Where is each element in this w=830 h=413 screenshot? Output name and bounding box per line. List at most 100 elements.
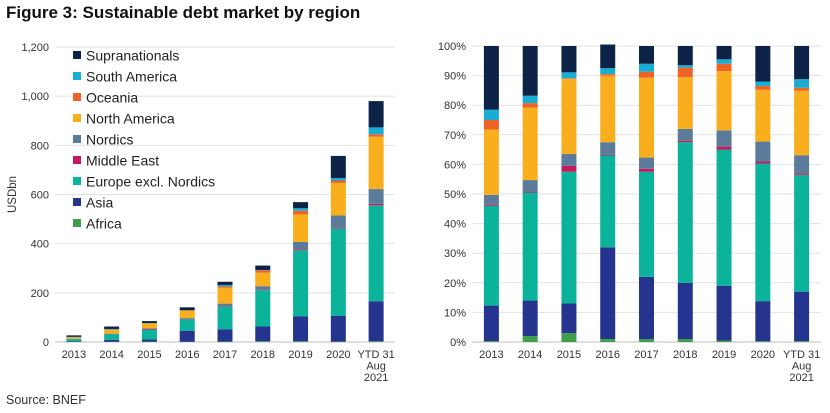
bar-segment-middle-east [561,165,577,172]
bar-segment-middle-east [330,227,346,229]
bar-segment-north-america [179,310,195,319]
bar-segment-south-america [293,208,309,211]
bar-segment-europe-excl-nordics [600,155,616,248]
bar-segment-africa [293,341,309,342]
bar-segment-nordics [561,154,577,166]
bar-segment-asia [600,247,616,340]
x-tick-label: Aug [792,361,812,373]
legend-label-middle-east: Middle East [86,153,159,169]
bar-segment-africa [561,333,577,342]
bar-segment-middle-east [716,146,732,150]
bar-segment-asia [66,341,82,342]
x-tick-label: 2017 [634,349,658,361]
legend-swatch-oceania [73,93,81,101]
bar-segment-nordics [368,189,384,204]
bar-segment-supranationals [794,46,810,80]
x-tick-label: 2016 [175,349,199,361]
x-tick-label: 2016 [595,349,619,361]
bar-segment-oceania [600,74,616,76]
bar-segment-europe-excl-nordics [368,205,384,302]
y-tick-label: 400 [31,239,49,251]
bar-segment-supranationals [104,326,120,329]
bar-segment-middle-east [368,203,384,206]
bar-segment-asia [483,305,499,342]
x-tick-label: 2013 [62,349,86,361]
bar-segment-supranationals [522,46,538,96]
x-tick-label: 2013 [479,349,503,361]
bar-segment-asia [561,303,577,334]
bar-segment-south-america [522,95,538,104]
bar-segment-supranationals [561,46,577,73]
bar-segment-north-america [794,90,810,156]
bar-segment-north-america [522,107,538,181]
left-chart-absolute: 0 200 400 600 800 1,000 1,200 USDbn 2013 2014 2015… [7,42,395,384]
bar-segment-asia [330,315,346,342]
bar-segment-asia [255,326,271,342]
bar-segment-middle-east [293,249,309,251]
legend-label-oceania: Oceania [86,90,138,106]
bar-segment-north-america [639,77,654,158]
bar-segment-south-america [600,68,616,75]
bar-segment-nordics [755,141,771,162]
bar-segment-oceania [293,210,309,215]
bar-segment-asia [677,282,693,340]
y-tick-label: 1,200 [21,42,49,54]
bar-segment-north-america [66,337,82,339]
bar-segment-south-america [639,63,654,72]
bar-segment-asia [217,329,233,342]
bar-segment-south-america [483,109,499,120]
bar-segment-north-america [141,323,157,329]
bar-segment-asia [141,339,157,342]
x-tick-label: 2014 [518,349,542,361]
bar-segment-supranationals [368,101,384,128]
bar-segment-supranationals [66,335,82,337]
bar-segment-nordics [522,180,538,192]
bar-segment-africa [483,341,499,342]
bar-segment-africa [368,341,384,342]
x-tick-label: 2020 [751,349,775,361]
bar-segment-europe-excl-nordics [293,250,309,317]
bar-segment-north-america [293,214,309,242]
source-note: Source: BNEF [6,393,86,407]
bar-segment-oceania [677,67,693,78]
bar-segment-nordics [217,303,233,307]
bar-segment-middle-east [677,140,693,143]
bar-segment-supranationals [716,46,732,60]
bar-segment-asia [522,300,538,337]
legend-swatch-south-america [73,72,81,80]
x-tick-label: 2020 [326,349,350,361]
bar-segment-supranationals [483,46,499,110]
bar-segment-oceania [217,286,233,288]
bar-segment-africa [794,341,810,342]
bar-segment-nordics [639,157,654,169]
bar-segment-nordics [141,328,157,330]
bar-segment-europe-excl-nordics [483,205,499,306]
legend-label-north-america: North America [86,111,175,127]
bar-segment-nordics [330,215,346,228]
bar-segment-south-america [330,178,346,181]
x-tick-label: YTD 31 [357,349,394,361]
x-tick-label: 2015 [137,349,161,361]
bar-segment-africa [755,341,771,342]
bar-segment-middle-east [600,154,616,156]
bar-segment-south-america [217,284,233,287]
bar-segment-oceania [368,134,384,137]
y-tick-label: 10% [444,307,466,319]
bar-segment-nordics [293,241,309,250]
x-tick-label: 2018 [673,349,697,361]
bar-segment-supranationals [141,321,157,324]
y-tick-label: 100% [438,41,466,53]
bar-segment-middle-east [755,161,771,164]
bar-segment-oceania [794,87,810,91]
y-tick-label: 200 [31,288,49,300]
bar-segment-europe-excl-nordics [66,339,82,342]
bar-segment-africa [716,340,732,342]
y-tick-label: 1,000 [21,91,49,103]
bar-segment-supranationals [255,265,271,270]
bar-segment-north-america [104,329,120,334]
y-tick-label: 90% [444,71,466,83]
y-axis-title: USDbn [7,176,19,213]
bar-segment-north-america [483,129,499,195]
bar-segment-south-america [677,65,693,68]
